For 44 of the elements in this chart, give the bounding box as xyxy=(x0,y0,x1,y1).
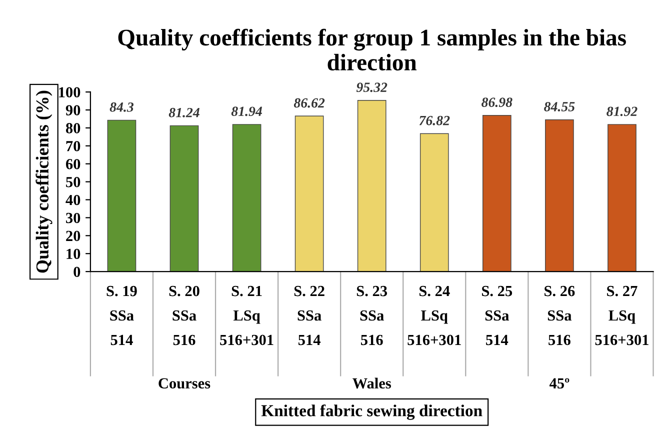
x-tick-label: S. 20 SSa 516 xyxy=(169,286,200,346)
data-label: 86.62 xyxy=(294,98,325,108)
chart-title: Quality coefficients for group 1 samples in the bias direction xyxy=(118,28,626,70)
y-tick-label: 20 xyxy=(66,230,80,242)
x-tick-label: S. 27 LSq 516+301 xyxy=(595,286,648,346)
data-label: 81.94 xyxy=(231,106,262,116)
bar xyxy=(232,124,262,272)
y-tick-label: 80 xyxy=(66,123,80,134)
bar xyxy=(420,133,449,272)
text: Wales xyxy=(352,378,391,389)
x-tick-label: S. 24 LSq 516+301 xyxy=(408,286,461,346)
data-label: 95.32 xyxy=(356,82,388,92)
bar xyxy=(107,120,136,272)
data-label: 86.98 xyxy=(482,98,512,108)
data-label: 84.55 xyxy=(544,102,575,112)
bar xyxy=(357,100,386,272)
y-tick-label: 70 xyxy=(66,140,80,152)
data-label: 81.92 xyxy=(606,106,638,116)
y-axis-title: Quality coefficients (%) xyxy=(36,90,52,273)
data-label: 76.82 xyxy=(419,116,450,126)
x-tick-label: S. 22 SSa 514 xyxy=(294,286,324,346)
bar xyxy=(545,119,574,272)
x-tick-label: S. 26 SSa 516 xyxy=(544,286,575,346)
y-tick-label: 100 xyxy=(59,87,80,98)
y-tick-label: 90 xyxy=(66,105,80,116)
y-tick-label: 30 xyxy=(66,212,80,224)
bar xyxy=(482,115,512,272)
y-tick-label: 0 xyxy=(74,266,80,278)
y-tick-label: 60 xyxy=(66,158,80,170)
bar xyxy=(294,116,324,272)
y-tick-label: 10 xyxy=(66,248,80,260)
x-tick-label: S. 19 SSa 514 xyxy=(106,286,137,346)
data-label: 81.24 xyxy=(168,108,200,118)
y-tick-label: 40 xyxy=(66,194,80,206)
x-tick-label: S. 23 SSa 516 xyxy=(356,286,388,346)
x-tick-label: S. 21 LSq 516+301 xyxy=(220,286,274,346)
y-tick-label: 50 xyxy=(66,176,80,188)
bar xyxy=(608,124,636,272)
x-tick-label: S. 25 SSa 514 xyxy=(482,286,512,346)
data-label: 84.3 xyxy=(110,102,134,112)
bar xyxy=(170,125,199,272)
x-axis-title: Knitted fabric sewing direction xyxy=(261,404,482,420)
text: 45º xyxy=(550,378,570,389)
text: Courses xyxy=(158,378,210,389)
